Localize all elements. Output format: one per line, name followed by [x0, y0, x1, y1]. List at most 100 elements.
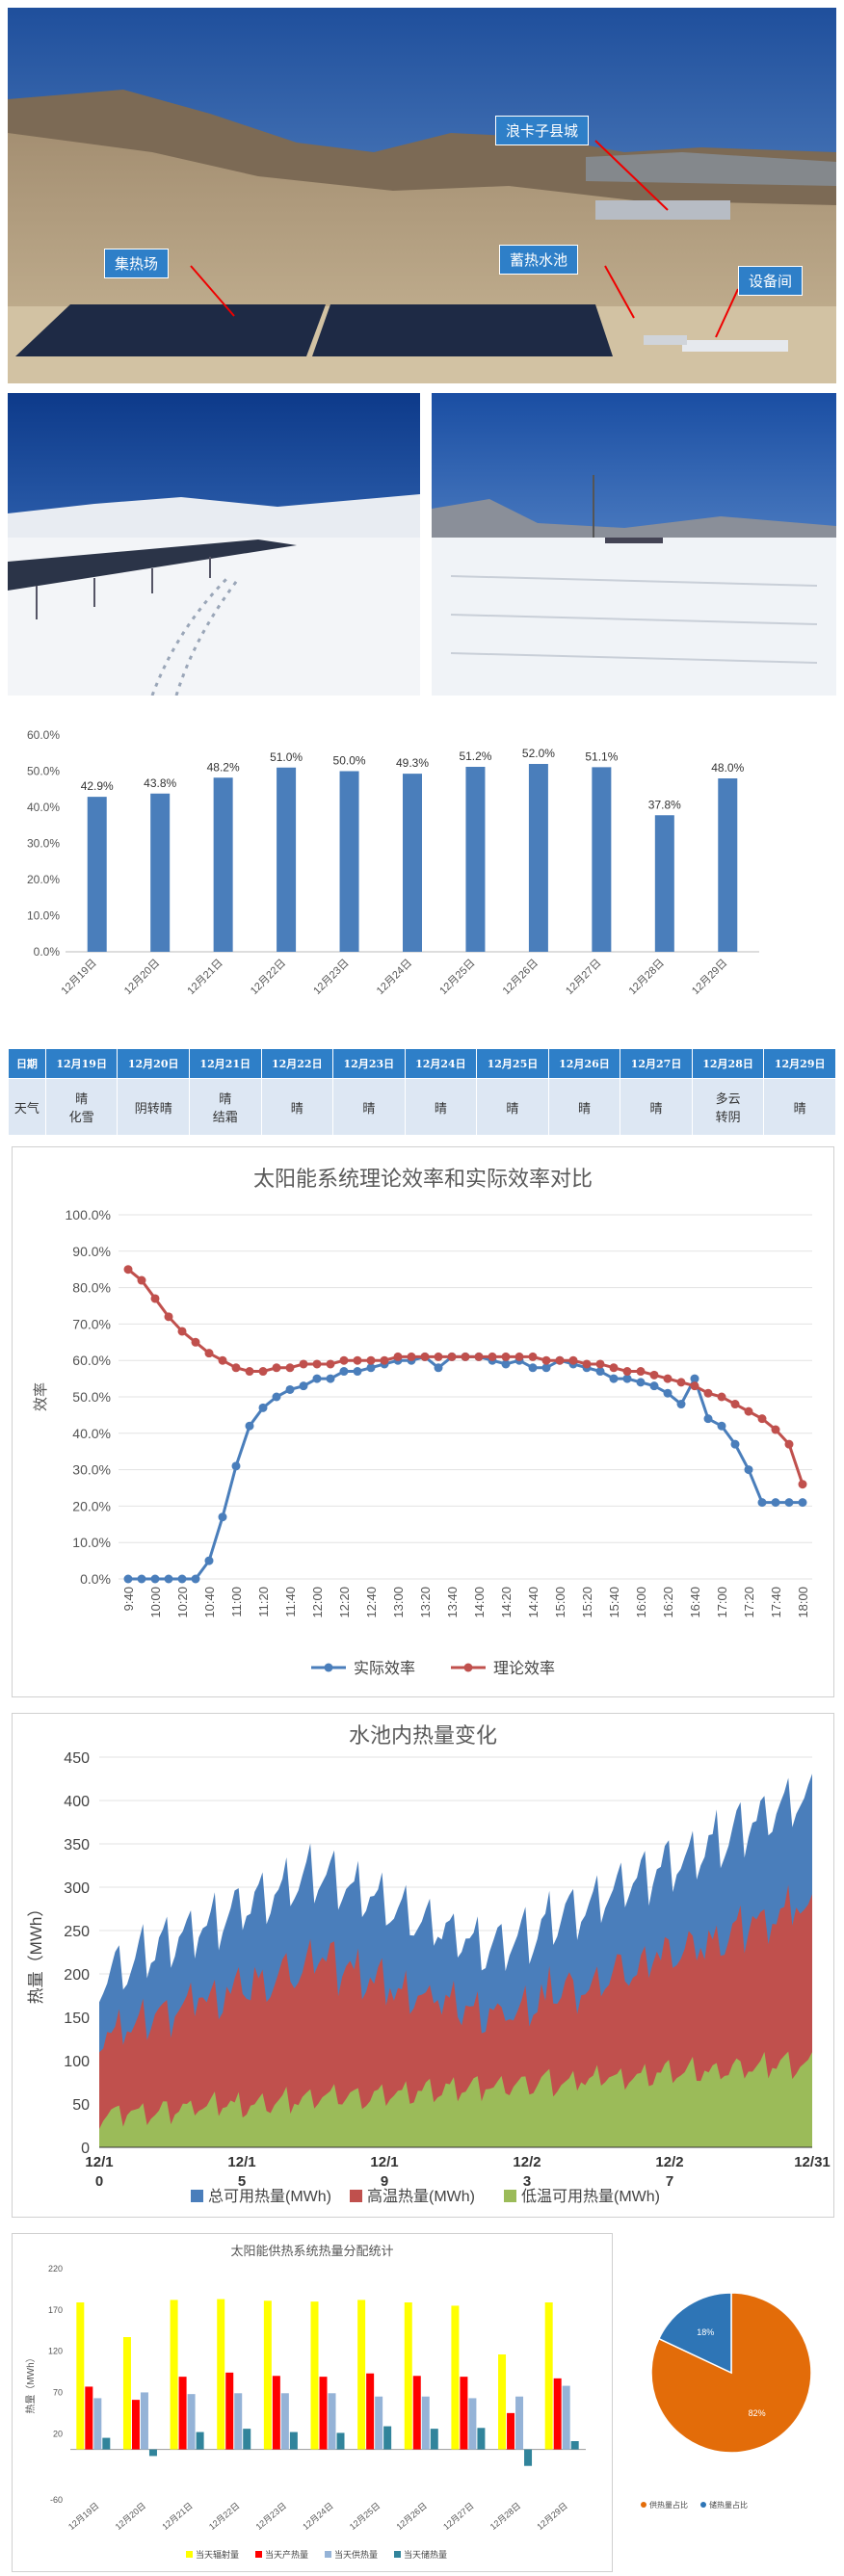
x-tick-label: 10:40: [202, 1587, 217, 1618]
legend-label: 当天储热量: [404, 2549, 447, 2560]
y-tick-label: 200: [64, 1967, 90, 1984]
weather-header-label: 日期: [8, 1048, 46, 1079]
legend-marker: [700, 2502, 706, 2508]
weather-cell: 晴: [260, 1078, 334, 1136]
x-tick-label: 5: [238, 2173, 246, 2190]
bar: [515, 2396, 524, 2450]
series-point: [690, 1374, 699, 1383]
data-label: 52.0%: [522, 747, 555, 760]
legend-label: 实际效率: [354, 1660, 415, 1677]
series-point: [447, 1352, 457, 1361]
weather-cell: 晴: [404, 1078, 478, 1136]
bar: [366, 2373, 375, 2450]
y-tick-label: 80.0%: [72, 1280, 111, 1296]
y-tick-label: 50.0%: [27, 765, 60, 778]
series-point: [177, 1574, 187, 1584]
legend-label: 储热量占比: [709, 2500, 748, 2510]
supply-pie-svg: 82% 18% 供热量占比 储热量占比: [641, 2292, 812, 2510]
series-point: [339, 1355, 349, 1365]
series-point: [501, 1352, 511, 1361]
series-point: [798, 1480, 807, 1489]
snow-field-illustration-left: [8, 393, 420, 696]
weather-cell: 晴 化雪: [44, 1078, 119, 1136]
x-tick-label: 15:00: [553, 1587, 567, 1618]
x-tick-label: 12/2: [513, 2154, 541, 2170]
x-tick-label: 17:00: [715, 1587, 729, 1618]
x-tick-label: 12:40: [364, 1587, 379, 1618]
daily-efficiency-svg: 0.0% 10.0% 20.0% 30.0% 40.0% 50.0% 60.0% 42.9% 1…: [27, 728, 759, 997]
legend-label: 总可用热量(MWh): [208, 2188, 331, 2205]
series-point: [757, 1414, 767, 1424]
bar: [477, 2428, 486, 2450]
bar: [498, 2354, 507, 2450]
bar: [93, 2398, 102, 2450]
label-pool: 蓄热水池: [499, 245, 579, 275]
series-point: [474, 1352, 484, 1361]
series-point: [299, 1381, 308, 1391]
series-point: [285, 1363, 295, 1373]
y-tick-label: 10.0%: [27, 909, 60, 923]
legend-swatch: [191, 2190, 203, 2202]
bar: [562, 2385, 570, 2450]
y-tick-label: 20: [53, 2429, 63, 2438]
weather-cell: 晴: [332, 1078, 406, 1136]
x-tick-label: 12月21日: [185, 958, 224, 997]
series-point: [380, 1355, 389, 1365]
series-point: [218, 1512, 227, 1522]
series-point: [595, 1359, 605, 1369]
series-point: [703, 1414, 713, 1424]
series-point: [501, 1359, 511, 1369]
series-point: [339, 1367, 349, 1377]
x-tick-label: 12/1: [227, 2154, 255, 2170]
x-tick-label: 11:20: [256, 1587, 271, 1617]
series-point: [366, 1355, 376, 1365]
series-point: [784, 1439, 794, 1449]
y-tick-label: 250: [64, 1924, 90, 1940]
weather-cell: 晴: [763, 1078, 836, 1136]
x-tick-label: 12月19日: [59, 958, 98, 997]
x-tick-label: 18:00: [796, 1587, 810, 1618]
y-tick-label: 20.0%: [72, 1498, 111, 1513]
x-tick-label: 12月19日: [66, 2501, 101, 2532]
slice-label: 82%: [749, 2408, 766, 2418]
bar: [122, 2337, 131, 2450]
bar: [310, 2301, 319, 2450]
series-point: [622, 1374, 632, 1383]
series-point: [541, 1355, 551, 1365]
weather-cell: 多云 转阴: [691, 1078, 765, 1136]
panorama-illustration: [8, 8, 836, 383]
y-axis-label: 热量（MWh）: [27, 1901, 45, 2005]
x-tick-label: 12月23日: [254, 2501, 289, 2532]
x-tick-label: 10:00: [148, 1587, 163, 1618]
series-point: [609, 1363, 619, 1373]
series-point: [434, 1363, 443, 1373]
series-point: [420, 1352, 430, 1361]
series-point: [771, 1425, 780, 1434]
y-tick-label: 0.0%: [80, 1571, 111, 1587]
weather-header-date: 12月19日: [44, 1048, 119, 1079]
weather-cell: 晴: [547, 1078, 621, 1136]
bar: [328, 2393, 336, 2450]
y-tick-label: 400: [64, 1794, 90, 1810]
bar: [544, 2302, 553, 2450]
series-point: [312, 1359, 322, 1369]
series-point: [676, 1400, 686, 1409]
x-tick-label: 12/2: [655, 2154, 683, 2170]
chart-title: 太阳能供热系统热量分配统计: [230, 2244, 393, 2258]
x-tick-label: 11:00: [229, 1587, 244, 1617]
series-point: [744, 1406, 753, 1416]
weather-header-date: 12月23日: [332, 1048, 406, 1079]
series-point: [568, 1355, 578, 1365]
data-label: 43.8%: [144, 776, 176, 790]
x-tick-label: 3: [523, 2173, 531, 2190]
series-point: [730, 1439, 740, 1449]
bar: [280, 2393, 289, 2450]
bar: [225, 2372, 234, 2450]
bar: [654, 815, 674, 952]
pool-heat-svg: 水池内热量变化050100150200250300350400450热量（MWh…: [27, 1723, 831, 2205]
series-point: [649, 1370, 659, 1380]
x-tick-label: 12月22日: [207, 2501, 242, 2532]
series-point: [514, 1352, 524, 1361]
heat-distribution-panel: 太阳能供热系统热量分配统计 -60 20 70 120 170 220 热量（MWh） 12月1…: [12, 2233, 613, 2572]
data-label: 48.2%: [207, 760, 240, 774]
